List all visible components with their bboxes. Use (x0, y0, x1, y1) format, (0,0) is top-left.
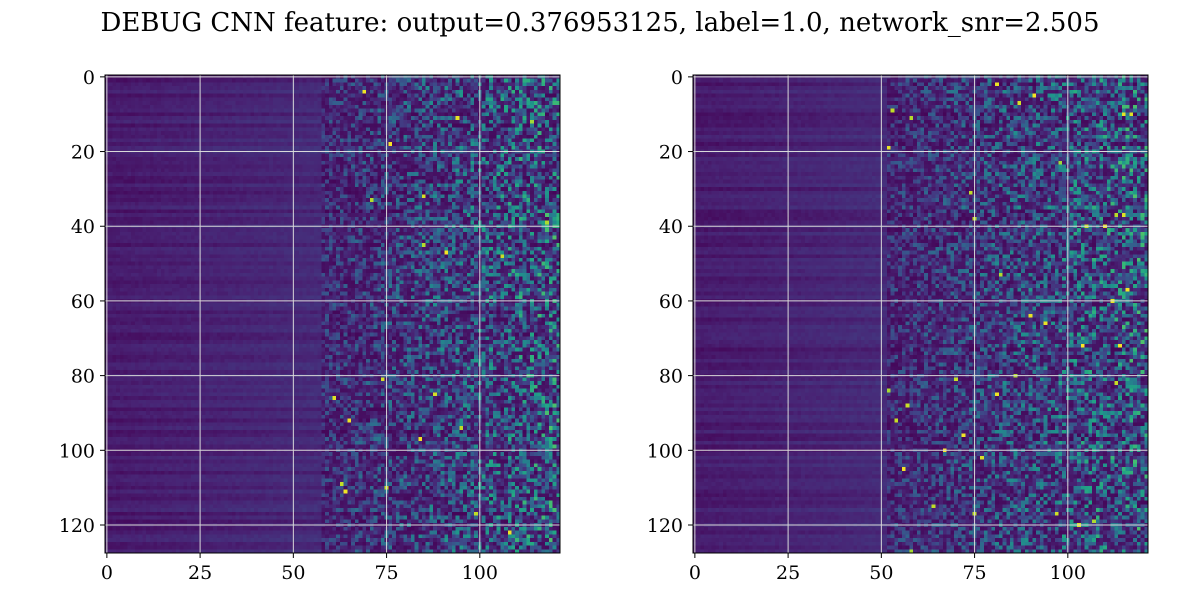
x-tick-label: 100 (462, 562, 498, 584)
x-tick-label: 25 (776, 562, 800, 584)
y-tick-label: 60 (659, 291, 683, 313)
x-tick-label: 100 (1050, 562, 1086, 584)
y-tick-label: 80 (659, 366, 683, 388)
y-tick-label: 0 (671, 67, 683, 89)
y-tick-label: 100 (647, 440, 683, 462)
y-tick-label: 40 (659, 216, 683, 238)
y-tick-label: 0 (83, 67, 95, 89)
y-tick-label: 100 (59, 440, 95, 462)
axes-frame (692, 74, 1149, 554)
x-tick-label: 50 (281, 562, 305, 584)
y-tick-label: 20 (71, 142, 95, 164)
heatmap-cells (693, 75, 1148, 553)
y-tick-label: 80 (71, 366, 95, 388)
y-tick-label: 60 (71, 291, 95, 313)
heatmap-cells (105, 75, 560, 553)
x-tick-label: 75 (962, 562, 986, 584)
x-tick-label: 0 (101, 562, 113, 584)
heatmap-panel-2: 0 25 50 75 100 0 20 40 60 80 100 120 (647, 67, 1149, 584)
heatmap-panel-1: 0 25 50 75 100 0 20 40 60 80 100 120 (59, 67, 561, 584)
y-tick-label: 20 (659, 142, 683, 164)
x-tick-label: 50 (869, 562, 893, 584)
y-tick-label: 120 (647, 515, 683, 537)
x-tick-label: 25 (188, 562, 212, 584)
y-tick-label: 120 (59, 515, 95, 537)
figure-title: DEBUG CNN feature: output=0.376953125, l… (100, 8, 1100, 38)
x-tick-label: 0 (689, 562, 701, 584)
x-tick-label: 75 (374, 562, 398, 584)
axes-frame (104, 74, 561, 554)
y-tick-label: 40 (71, 216, 95, 238)
